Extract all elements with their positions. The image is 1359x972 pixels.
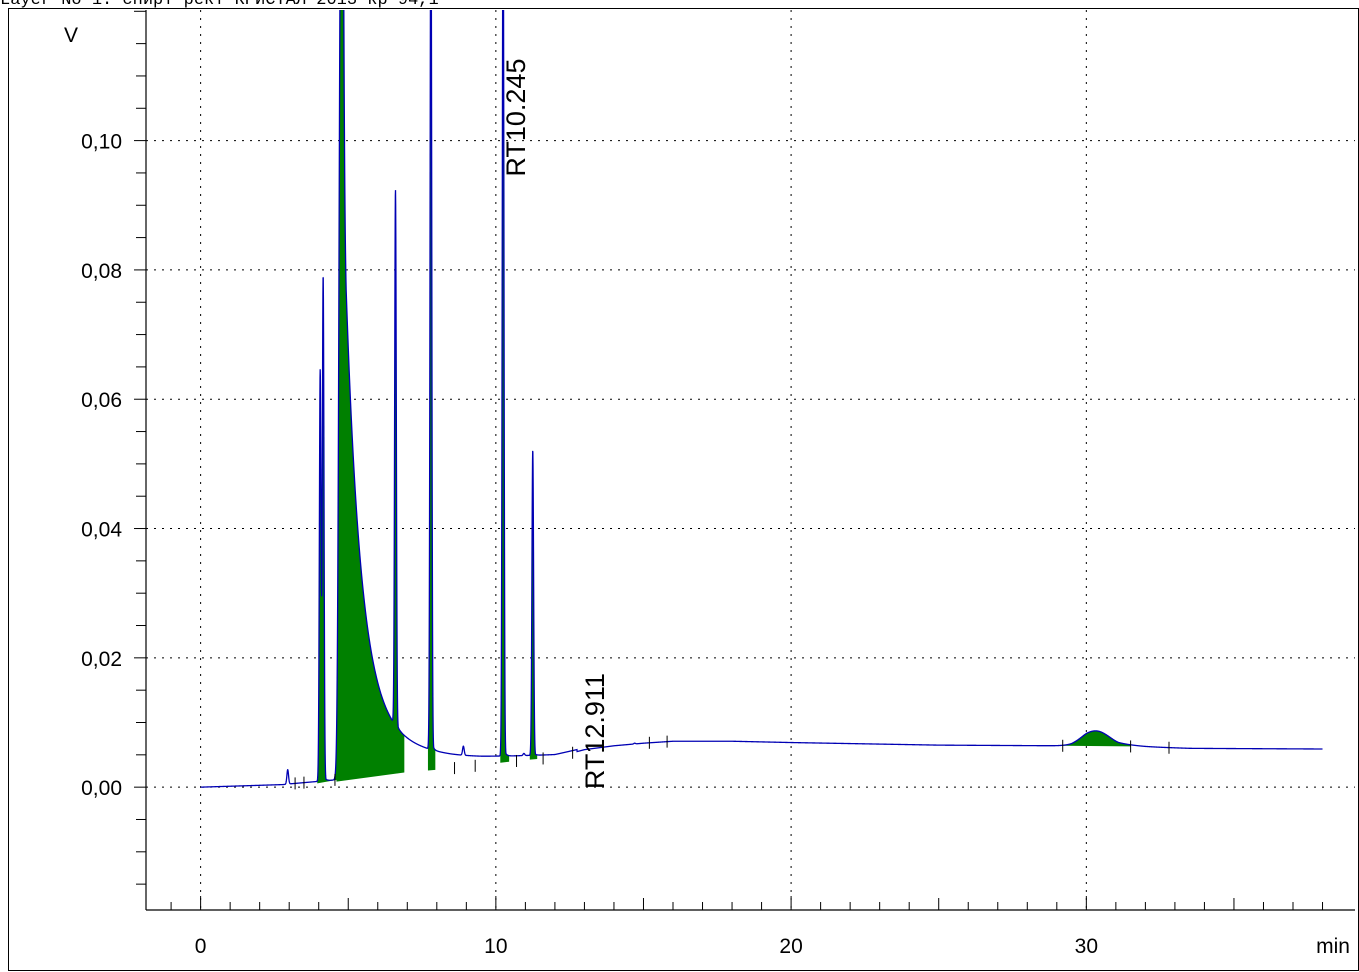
x-tick-label: 10 [484,935,507,958]
retention-time-label: RT10.245 [501,59,531,177]
chart-title: Layer No 1. спирт-рект КРИСТАЛ 2013 кр 9… [0,0,439,10]
y-tick-label: 0,08 [81,260,122,283]
chromatogram-trace [200,10,1323,788]
y-tick-label: 0,04 [81,519,122,542]
y-tick-label: 0,00 [81,777,122,800]
integrated-peak-fill [336,10,405,782]
y-tick-label: 0,06 [81,389,122,412]
y-axis-label: V [64,24,78,47]
x-tick-label: 0 [195,935,207,958]
x-axis-label: min [1316,935,1350,958]
y-tick-label: 0,10 [81,131,122,154]
x-tick-label: 20 [779,935,802,958]
y-tick-label: 0,02 [81,648,122,671]
integrated-peak-fill [317,10,341,784]
x-tick-label: 30 [1075,935,1098,958]
integrated-peak-fill [1062,730,1131,747]
chart-border [8,8,1359,971]
retention-time-label: RT12.911 [580,673,610,789]
